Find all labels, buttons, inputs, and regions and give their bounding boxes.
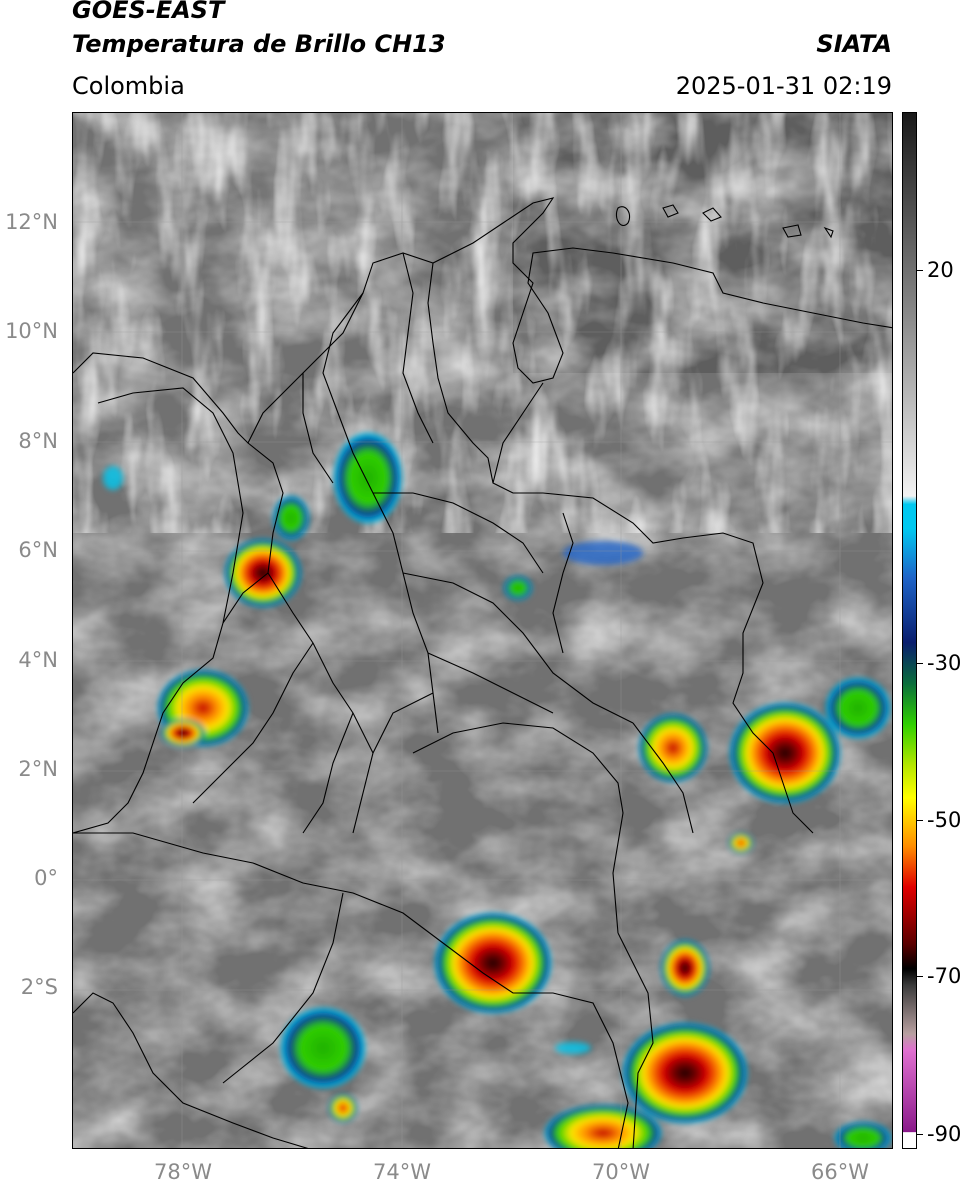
lon-label-66w: 66°W [811,1160,869,1184]
colorbar-tick [917,270,923,271]
colorbar-tick [917,976,923,977]
colorbar-label-20: 20 [927,258,954,282]
satellite-map[interactable] [72,112,893,1149]
lon-label-70w: 70°W [592,1160,650,1184]
lon-label-74w: 74°W [373,1160,431,1184]
map-canvas [73,113,892,1148]
lat-label-12n: 12°N [5,210,58,234]
colorbar-label-minus50: -50 [927,808,962,832]
agency-label: SIATA [816,30,892,58]
boundaries [73,197,892,1148]
datetime-label: 2025-01-31 02:19 [675,72,892,100]
lat-label-2s: 2°S [20,975,58,999]
region-label: Colombia [72,72,185,100]
colorbar-tick [917,663,923,664]
lon-label-78w: 78°W [154,1160,212,1184]
lat-label-2n: 2°N [18,757,58,781]
product-title: Temperatura de Brillo CH13 [72,30,446,58]
convective-cells [103,433,891,1148]
colorbar-label-minus70: -70 [927,964,962,988]
colorbar [902,112,917,1149]
colorbar-tick [917,820,923,821]
lat-label-4n: 4°N [18,648,58,672]
colorbar-label-minus30: -30 [927,651,962,675]
lat-label-6n: 6°N [18,538,58,562]
satellite-title: GOES-EAST [72,0,225,24]
graticule [73,113,892,1148]
lat-label-10n: 10°N [5,319,58,343]
colorbar-tick [917,1134,923,1135]
lat-label-8n: 8°N [18,429,58,453]
colorbar-label-minus90: -90 [927,1122,962,1146]
lat-label-0: 0° [34,866,58,890]
